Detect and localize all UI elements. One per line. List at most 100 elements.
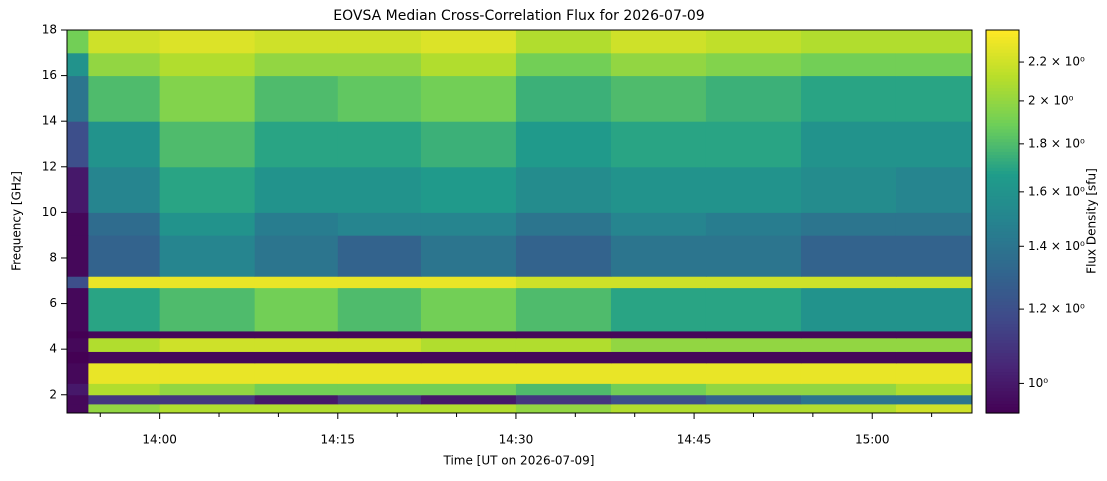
colorbar-segment bbox=[986, 122, 1019, 127]
heatmap-cell bbox=[800, 394, 897, 405]
heatmap-cell bbox=[515, 351, 612, 364]
y-tick-label: 18 bbox=[42, 23, 57, 37]
heatmap-cell bbox=[159, 276, 256, 289]
heatmap-cell bbox=[610, 403, 707, 414]
heatmap-cell bbox=[705, 30, 802, 54]
heatmap-cell bbox=[515, 403, 612, 414]
colorbar-segment bbox=[986, 294, 1019, 299]
colorbar-segment bbox=[986, 333, 1019, 337]
heatmap-cell bbox=[515, 166, 612, 213]
colorbar-segment bbox=[986, 52, 1019, 57]
colorbar-segment bbox=[986, 314, 1019, 318]
y-tick-label: 2 bbox=[49, 387, 57, 401]
colorbar-segment bbox=[986, 275, 1019, 280]
heatmap-cell bbox=[159, 394, 256, 405]
colorbar-segment bbox=[986, 77, 1019, 82]
colorbar-segment bbox=[986, 151, 1019, 156]
heatmap-cell bbox=[88, 383, 161, 396]
y-axis-label: Frequency [GHz] bbox=[10, 171, 24, 271]
heatmap-cell bbox=[88, 337, 161, 352]
colorbar-segment bbox=[986, 387, 1019, 392]
heatmap-cell bbox=[254, 276, 339, 289]
colorbar-segment bbox=[986, 100, 1019, 105]
heatmap-cell bbox=[67, 75, 89, 122]
heatmap-cell bbox=[610, 330, 707, 339]
heatmap-cell bbox=[159, 403, 256, 414]
heatmap-cell bbox=[515, 75, 612, 122]
heatmap-cell bbox=[705, 330, 802, 339]
colorbar-segment bbox=[986, 116, 1019, 120]
heatmap-cell bbox=[800, 75, 897, 122]
heatmap-cell bbox=[800, 276, 897, 289]
heatmap-cell bbox=[705, 212, 802, 236]
heatmap-cell bbox=[67, 287, 89, 332]
heatmap-cell bbox=[254, 403, 339, 414]
colorbar-segment bbox=[986, 237, 1019, 242]
heatmap-cell bbox=[67, 362, 89, 384]
colorbar-segment bbox=[986, 192, 1019, 197]
heatmap-cell bbox=[254, 52, 339, 77]
heatmap-cell bbox=[337, 235, 422, 277]
heatmap-cell bbox=[337, 212, 422, 236]
heatmap-cell bbox=[420, 212, 517, 236]
heatmap-cell bbox=[88, 75, 161, 122]
heatmap-cell bbox=[337, 121, 422, 168]
colorbar-segment bbox=[986, 345, 1019, 350]
heatmap-cell bbox=[88, 30, 161, 54]
heatmap-cell bbox=[337, 403, 422, 414]
colorbar-segment bbox=[986, 234, 1019, 239]
colorbar-segment bbox=[986, 243, 1019, 248]
heatmap-cell bbox=[705, 121, 802, 168]
heatmap-cell bbox=[67, 403, 89, 414]
colorbar-segment bbox=[986, 320, 1019, 325]
colorbar-tick-label: 2 × 10⁰ bbox=[1028, 93, 1074, 107]
heatmap-cell bbox=[159, 337, 256, 352]
colorbar-segment bbox=[986, 393, 1019, 398]
heatmap-cell bbox=[337, 337, 422, 352]
colorbar-segment bbox=[986, 33, 1019, 37]
heatmap-cell bbox=[800, 403, 897, 414]
colorbar-segment bbox=[986, 403, 1019, 408]
colorbar-segment bbox=[986, 160, 1019, 165]
colorbar-segment bbox=[986, 231, 1019, 235]
colorbar-segment bbox=[986, 186, 1019, 191]
heatmap-cell bbox=[420, 121, 517, 168]
y-tick-label: 6 bbox=[49, 296, 57, 310]
colorbar-segment bbox=[986, 390, 1019, 395]
heatmap-cell bbox=[895, 166, 973, 213]
colorbar-segment bbox=[986, 355, 1019, 360]
colorbar-segment bbox=[986, 310, 1019, 315]
heatmap-cell bbox=[705, 166, 802, 213]
colorbar-segment bbox=[986, 336, 1019, 341]
heatmap-cell bbox=[895, 362, 973, 384]
colorbar-segment bbox=[986, 205, 1019, 210]
heatmap-cell bbox=[895, 330, 973, 339]
colorbar-segment bbox=[986, 183, 1019, 187]
heatmap-cell bbox=[610, 75, 707, 122]
colorbar-tick-label: 10⁰ bbox=[1028, 376, 1048, 390]
x-tick-label: 14:15 bbox=[320, 433, 355, 447]
colorbar-segment bbox=[986, 400, 1019, 405]
y-tick-label: 16 bbox=[42, 68, 57, 82]
heatmap-cell bbox=[800, 362, 897, 384]
x-tick-label: 14:45 bbox=[677, 433, 712, 447]
colorbar-segment bbox=[986, 371, 1019, 376]
colorbar-segment bbox=[986, 339, 1019, 344]
colorbar-segment bbox=[986, 352, 1019, 357]
heatmap-cell bbox=[67, 337, 89, 352]
heatmap-cell bbox=[88, 276, 161, 289]
heatmap-cell bbox=[67, 212, 89, 236]
colorbar-segment bbox=[986, 170, 1019, 175]
colorbar-segment bbox=[986, 125, 1019, 130]
heatmap-cell bbox=[420, 383, 517, 396]
heatmap-cell bbox=[420, 403, 517, 414]
heatmap-cell bbox=[337, 394, 422, 405]
colorbar-segment bbox=[986, 141, 1019, 146]
colorbar-segment bbox=[986, 298, 1019, 302]
heatmap-cell bbox=[895, 383, 973, 396]
colorbar-segment bbox=[986, 288, 1019, 293]
colorbar-segment bbox=[986, 68, 1019, 73]
heatmap-cell bbox=[159, 30, 256, 54]
colorbar-segment bbox=[986, 409, 1019, 414]
heatmap-cell bbox=[88, 362, 161, 384]
